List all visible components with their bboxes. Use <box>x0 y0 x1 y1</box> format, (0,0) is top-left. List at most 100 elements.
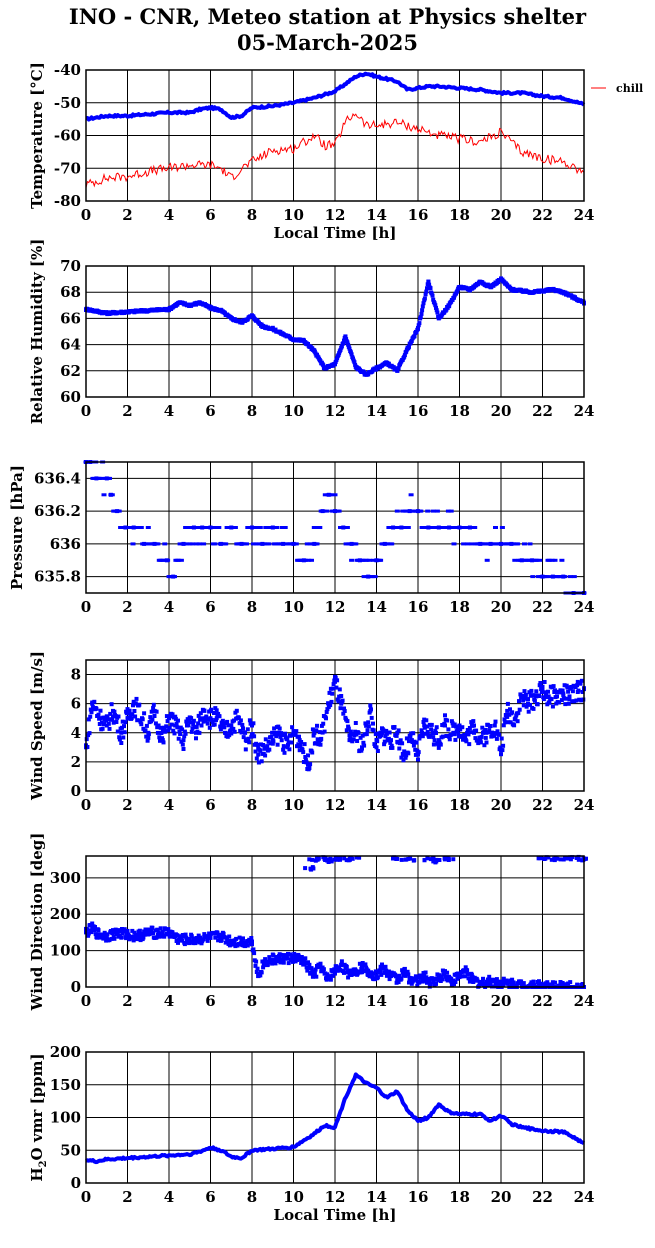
data-point <box>417 321 422 326</box>
data-point <box>309 558 314 562</box>
data-point <box>551 684 556 689</box>
data-point <box>488 981 493 986</box>
x-tick-label: 0 <box>81 1188 91 1206</box>
data-point <box>201 542 207 546</box>
data-point <box>537 558 543 562</box>
y-tick-label: -40 <box>54 61 81 79</box>
data-point <box>286 740 291 745</box>
data-point-wrapped <box>431 856 436 860</box>
data-point <box>151 931 156 936</box>
data-point <box>130 542 136 546</box>
data-point <box>111 720 116 725</box>
data-point <box>241 936 245 941</box>
data-point <box>92 699 97 704</box>
data-point <box>341 525 346 530</box>
data-point <box>253 963 258 968</box>
data-point <box>134 696 139 701</box>
x-tick-label: 8 <box>247 796 257 814</box>
data-point <box>572 699 577 704</box>
data-point <box>263 753 268 758</box>
data-point-wrapped <box>433 860 438 865</box>
data-point <box>189 934 194 939</box>
data-point <box>330 686 335 691</box>
y-tick-label: 636.4 <box>34 469 81 487</box>
data-point <box>455 728 460 732</box>
data-point <box>423 970 428 975</box>
data-point <box>257 526 263 529</box>
data-point <box>314 728 319 733</box>
data-point <box>463 974 467 979</box>
data-point <box>167 307 171 312</box>
data-point <box>416 750 421 755</box>
data-point <box>434 981 438 986</box>
data-point <box>259 759 264 764</box>
data-point <box>299 955 304 959</box>
data-point <box>519 558 524 563</box>
data-point <box>181 738 186 743</box>
data-point <box>408 493 414 497</box>
data-point <box>273 542 278 546</box>
data-point-wrapped <box>338 856 343 861</box>
data-point <box>192 936 197 941</box>
data-point <box>324 977 329 982</box>
y-tick-label: 8 <box>71 666 81 684</box>
y-tick-label: 635.8 <box>34 568 81 586</box>
data-point <box>517 699 521 704</box>
data-point <box>404 349 409 354</box>
data-point <box>430 293 435 298</box>
data-point <box>119 741 124 745</box>
data-point <box>511 542 516 546</box>
data-point <box>129 716 134 721</box>
data-point <box>270 730 275 735</box>
data-point <box>125 932 130 937</box>
data-point <box>221 931 226 936</box>
data-point <box>428 733 433 738</box>
data-point <box>487 974 492 979</box>
data-point-wrapped <box>328 856 333 861</box>
data-point <box>389 974 393 979</box>
x-tick-label: 20 <box>491 1188 512 1206</box>
data-point <box>176 558 182 562</box>
data-point <box>208 305 213 310</box>
data-point <box>348 729 353 734</box>
data-point <box>176 718 180 723</box>
data-point <box>180 938 185 943</box>
data-point <box>395 977 400 982</box>
data-point <box>185 717 190 722</box>
chart-panel-2: 0 2 4 6 8 10 12 14 16 18 20 22 24635.8636636.2636.4P… <box>8 460 594 616</box>
data-point <box>380 966 385 971</box>
data-point <box>394 509 400 513</box>
data-point <box>164 724 169 729</box>
data-point <box>575 690 580 694</box>
data-point <box>337 694 342 699</box>
data-point <box>397 973 402 978</box>
data-point <box>564 696 568 701</box>
data-point <box>557 700 562 705</box>
data-point <box>446 727 451 732</box>
data-point <box>152 714 157 718</box>
data-point <box>434 308 439 313</box>
x-tick-label: 6 <box>205 1188 215 1206</box>
data-point <box>568 980 573 985</box>
data-point <box>144 734 149 739</box>
data-point <box>502 717 507 722</box>
data-point <box>183 731 188 736</box>
data-point <box>104 723 109 728</box>
data-point <box>338 968 343 973</box>
data-point <box>431 979 436 984</box>
data-point-wrapped <box>357 855 362 860</box>
x-tick-label: 2 <box>122 992 132 1010</box>
data-point <box>243 738 248 743</box>
data-point <box>413 752 418 757</box>
data-point <box>145 738 150 743</box>
data-point <box>561 691 566 696</box>
data-point <box>422 974 427 979</box>
data-point <box>407 975 412 980</box>
data-point <box>314 542 320 546</box>
data-point-wrapped <box>546 855 551 860</box>
data-point <box>177 937 182 942</box>
data-point <box>317 740 322 745</box>
data-point <box>467 525 472 530</box>
data-point <box>371 728 376 733</box>
